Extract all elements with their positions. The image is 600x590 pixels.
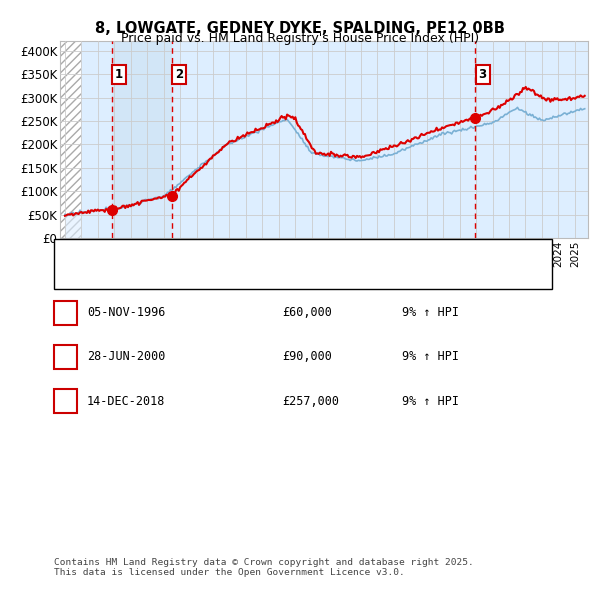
Text: 1: 1 [61, 306, 70, 319]
Text: 9% ↑ HPI: 9% ↑ HPI [402, 350, 459, 363]
Text: 1: 1 [115, 68, 123, 81]
Text: 2: 2 [175, 68, 183, 81]
Text: Price paid vs. HM Land Registry's House Price Index (HPI): Price paid vs. HM Land Registry's House … [121, 32, 479, 45]
Text: 28-JUN-2000: 28-JUN-2000 [87, 350, 166, 363]
Text: 9% ↑ HPI: 9% ↑ HPI [402, 395, 459, 408]
Bar [112, 41, 172, 238]
Text: £90,000: £90,000 [282, 350, 332, 363]
Text: 8, LOWGATE, GEDNEY DYKE, SPALDING, PE12 0BB: 8, LOWGATE, GEDNEY DYKE, SPALDING, PE12 … [95, 21, 505, 35]
Text: 14-DEC-2018: 14-DEC-2018 [87, 395, 166, 408]
Text: 05-NOV-1996: 05-NOV-1996 [87, 306, 166, 319]
Text: HPI: Average price, detached house, South Holland: HPI: Average price, detached house, Sout… [93, 271, 378, 280]
Text: 3: 3 [479, 68, 487, 81]
Text: 9% ↑ HPI: 9% ↑ HPI [402, 306, 459, 319]
Text: 2: 2 [61, 350, 70, 363]
Text: £60,000: £60,000 [282, 306, 332, 319]
Bar [60, 41, 80, 238]
Text: 8, LOWGATE, GEDNEY DYKE, SPALDING, PE12 0BB (detached house): 8, LOWGATE, GEDNEY DYKE, SPALDING, PE12 … [93, 247, 473, 257]
Text: 3: 3 [61, 395, 70, 408]
Text: Contains HM Land Registry data © Crown copyright and database right 2025.
This d: Contains HM Land Registry data © Crown c… [54, 558, 474, 577]
Text: £257,000: £257,000 [282, 395, 339, 408]
